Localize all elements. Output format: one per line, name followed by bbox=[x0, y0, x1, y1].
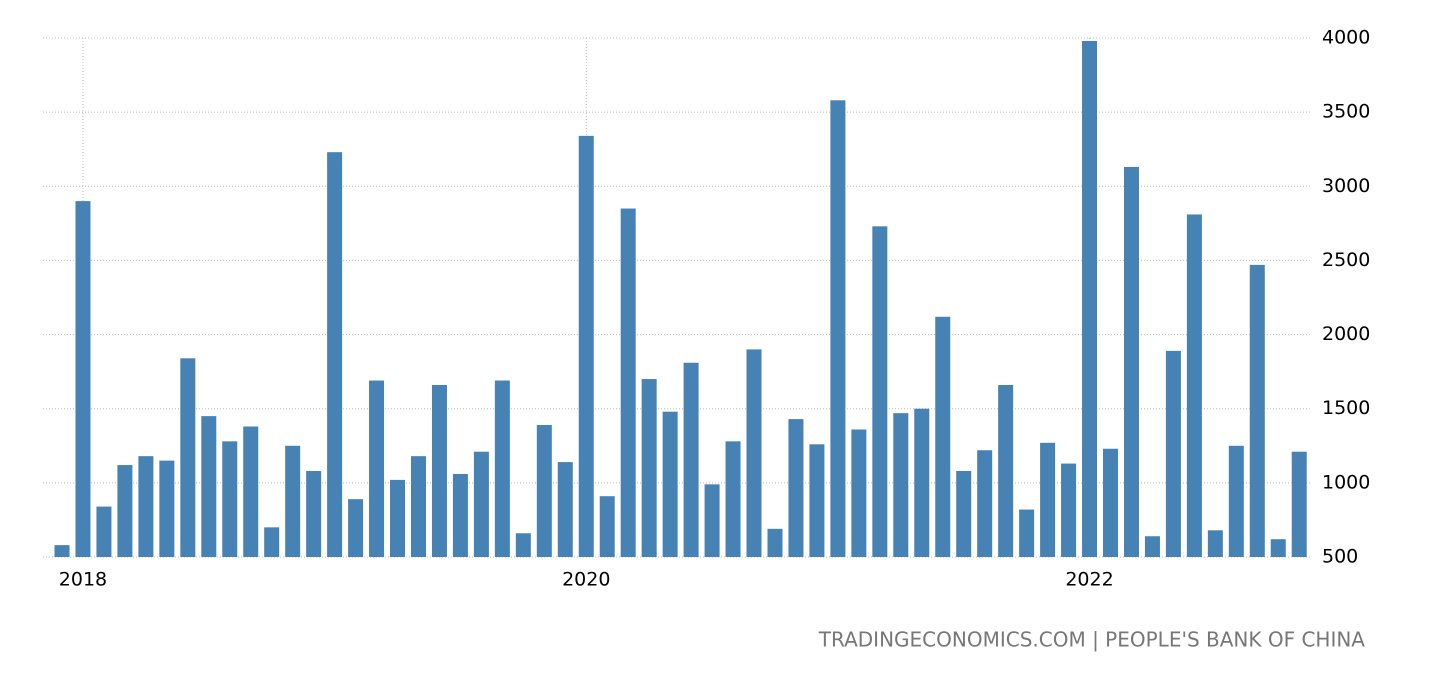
x-tick-label: 2018 bbox=[59, 569, 107, 591]
bar bbox=[1082, 40, 1098, 558]
bar bbox=[914, 408, 930, 557]
y-tick-label: 4000 bbox=[1322, 27, 1370, 49]
bar bbox=[180, 358, 196, 557]
y-tick-label: 500 bbox=[1322, 546, 1358, 568]
bar bbox=[452, 473, 468, 557]
bar bbox=[1040, 442, 1056, 557]
bar bbox=[1019, 509, 1035, 557]
y-tick-label: 1500 bbox=[1322, 397, 1370, 419]
bar bbox=[557, 462, 573, 557]
bar bbox=[662, 411, 678, 557]
bar bbox=[683, 362, 699, 557]
bar bbox=[977, 450, 993, 557]
bar bbox=[1123, 167, 1139, 557]
bar bbox=[264, 527, 280, 557]
bar bbox=[641, 379, 657, 557]
bar bbox=[96, 506, 112, 557]
bar bbox=[348, 499, 364, 557]
bar bbox=[725, 441, 741, 557]
bar bbox=[243, 426, 259, 557]
bar bbox=[75, 201, 91, 557]
bar bbox=[536, 425, 552, 557]
bar bbox=[935, 316, 951, 557]
bar bbox=[369, 380, 385, 557]
y-tick-label: 3000 bbox=[1322, 175, 1370, 197]
bar bbox=[1270, 539, 1286, 557]
bar bbox=[872, 226, 888, 557]
bar bbox=[285, 445, 301, 557]
bar bbox=[788, 419, 804, 557]
bar bbox=[222, 441, 238, 557]
bar bbox=[1207, 530, 1223, 557]
bar bbox=[1186, 214, 1202, 557]
bar bbox=[830, 100, 846, 557]
bar bbox=[620, 208, 636, 557]
bar bbox=[117, 465, 133, 557]
bar bbox=[1103, 448, 1118, 557]
bar bbox=[851, 429, 867, 557]
bar bbox=[1144, 536, 1160, 557]
bar bbox=[431, 384, 447, 557]
bar bbox=[410, 456, 426, 557]
bar bbox=[473, 451, 489, 557]
bar bbox=[767, 528, 783, 557]
bar bbox=[893, 413, 909, 557]
bar bbox=[515, 533, 531, 557]
x-tick-label: 2022 bbox=[1065, 569, 1113, 591]
y-tick-label: 2500 bbox=[1322, 249, 1370, 271]
bar bbox=[998, 384, 1014, 557]
bar bbox=[809, 444, 825, 557]
bar bbox=[159, 460, 175, 557]
y-tick-label: 3500 bbox=[1322, 101, 1370, 123]
bar bbox=[1291, 451, 1307, 557]
bar bbox=[1165, 350, 1181, 557]
bar bbox=[1249, 264, 1265, 557]
bar bbox=[599, 496, 615, 557]
bar bbox=[704, 484, 720, 557]
bar bbox=[138, 456, 154, 557]
bar bbox=[578, 135, 594, 557]
y-tick-label: 2000 bbox=[1322, 323, 1370, 345]
bar bbox=[1061, 463, 1077, 557]
bar bbox=[390, 479, 406, 557]
bar bbox=[327, 152, 343, 557]
bar bbox=[306, 470, 322, 557]
x-tick-label: 2020 bbox=[562, 569, 610, 591]
source: TRADINGECONOMICS.COM | PEOPLE'S BANK OF … bbox=[818, 628, 1366, 652]
bar bbox=[956, 470, 972, 557]
bar bbox=[201, 416, 217, 557]
bar bbox=[494, 380, 510, 557]
bar bbox=[1228, 445, 1244, 557]
y-tick-label: 1000 bbox=[1322, 471, 1370, 493]
bar bbox=[54, 545, 70, 557]
bar bbox=[746, 349, 762, 557]
